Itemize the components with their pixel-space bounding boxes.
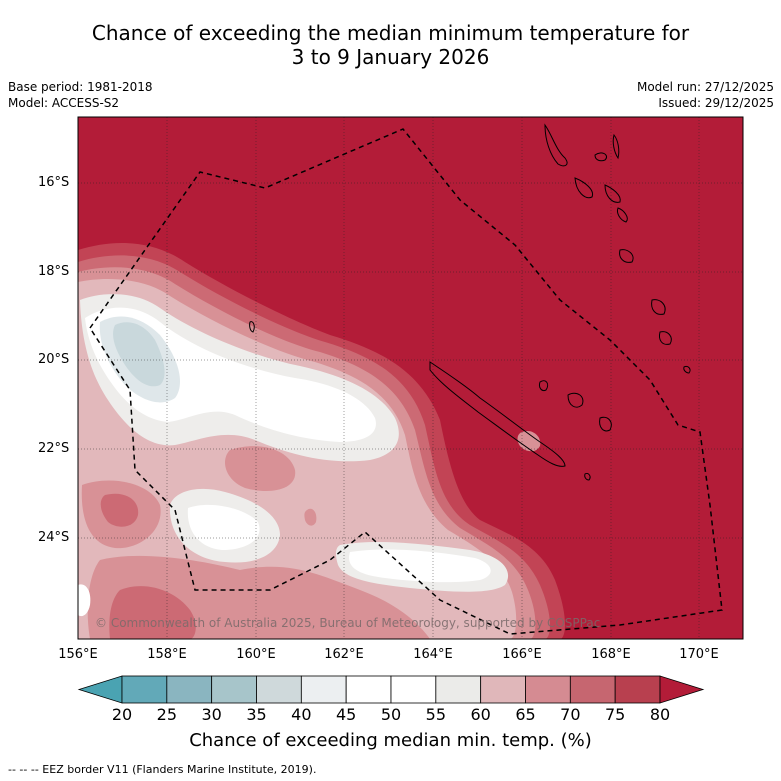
colorbar-tick-label: 75 — [604, 705, 626, 724]
lat-label-18s: 18°S — [38, 264, 70, 279]
colorbar-segment — [480, 675, 526, 704]
colorbar-segment — [345, 675, 392, 704]
issued-date: Issued: 29/12/2025 — [658, 96, 774, 110]
field-white-west — [78, 584, 91, 617]
colorbar-over-arrow — [659, 675, 705, 704]
colorbar-tick-label: 80 — [649, 705, 671, 724]
lon-label-160e: 160°E — [236, 647, 276, 662]
colorbar-tick-label: 45 — [335, 705, 357, 724]
title-line2: 3 to 9 January 2026 — [291, 45, 490, 69]
lon-label-170e: 170°E — [679, 647, 719, 662]
base-period: Base period: 1981-2018 — [8, 80, 153, 94]
title-line1: Chance of exceeding the median minimum t… — [91, 21, 690, 45]
colorbar-tick-label: 55 — [425, 705, 447, 724]
colorbar-tick-label: 25 — [156, 705, 178, 724]
colorbar-tick-label: 35 — [246, 705, 267, 724]
field-moderate-south-1 — [225, 446, 296, 491]
colorbar-segment — [569, 675, 616, 704]
vanuatu-island-4 — [612, 133, 620, 160]
colorbar-segment — [300, 675, 347, 704]
colorbar — [77, 675, 705, 704]
colorbar-segment — [211, 675, 257, 704]
colorbar-tick-label: 30 — [201, 705, 222, 724]
vanuatu-island-9 — [659, 331, 672, 345]
colorbar-tick-label: 65 — [515, 705, 536, 724]
field-warm-patch — [517, 430, 541, 452]
lat-label-16s: 16°S — [38, 175, 70, 190]
lon-label-162e: 162°E — [324, 647, 364, 662]
eez-legend-note: -- -- -- EEZ border V11 (Flanders Marine… — [8, 763, 317, 776]
field-moderate-small — [304, 508, 317, 526]
model-name: Model: ACCESS-S2 — [8, 96, 120, 110]
field-white-south-3 — [349, 549, 491, 583]
map-watermark: © Commonwealth of Australia 2025, Bureau… — [95, 616, 600, 630]
colorbar-segment — [435, 675, 482, 704]
coastlines — [249, 123, 691, 481]
lon-label-168e: 168°E — [591, 647, 631, 662]
lon-label-158e: 158°E — [147, 647, 187, 662]
vanuatu-island-5 — [604, 184, 621, 203]
colorbar-tick-label: 50 — [380, 705, 402, 724]
lat-label-20s: 20°S — [38, 352, 70, 367]
small-island-2 — [584, 473, 591, 481]
colorbar-segment — [525, 675, 571, 704]
vanuatu-island-6 — [617, 207, 628, 223]
loyalty-island-1 — [539, 380, 549, 391]
colorbar-segment — [390, 675, 437, 704]
colorbar-tick-label: 70 — [560, 705, 581, 724]
colorbar-under-arrow — [77, 675, 123, 704]
new-caledonia-coast — [429, 361, 566, 467]
colorbar-tick-label: 20 — [111, 705, 133, 724]
small-island-3 — [683, 366, 691, 374]
vanuatu-island-3 — [594, 152, 608, 162]
field-cooler — [113, 322, 165, 387]
colorbar-segment — [121, 675, 168, 704]
lon-label-164e: 164°E — [413, 647, 453, 662]
field-mid-high-south-1 — [100, 493, 139, 527]
probability-field — [78, 117, 743, 639]
colorbar-segment — [256, 675, 302, 704]
colorbar-tick-label: 40 — [291, 705, 312, 724]
model-run: Model run: 27/12/2025 — [636, 80, 774, 94]
field-mid-high-south-2 — [109, 586, 196, 639]
lon-label-166e: 166°E — [502, 647, 542, 662]
small-island-1 — [249, 321, 255, 333]
field-white-south-2 — [187, 504, 260, 550]
vanuatu-island-1 — [544, 123, 568, 167]
vanuatu-island-2 — [574, 177, 594, 199]
vanuatu-island-7 — [619, 249, 634, 263]
lat-label-22s: 22°S — [38, 441, 70, 456]
colorbar-segment — [614, 675, 661, 704]
eez-border — [89, 128, 723, 635]
lon-label-156e: 156°E — [58, 647, 98, 662]
lat-label-24s: 24°S — [38, 530, 70, 545]
loyalty-island-2 — [567, 392, 584, 408]
colorbar-tick-label: 60 — [470, 705, 491, 724]
loyalty-island-3 — [599, 416, 612, 432]
colorbar-label: Chance of exceeding median min. temp. (%… — [189, 730, 592, 751]
colorbar-segment — [166, 675, 213, 704]
vanuatu-island-8 — [651, 299, 666, 315]
map-frame — [77, 116, 744, 640]
